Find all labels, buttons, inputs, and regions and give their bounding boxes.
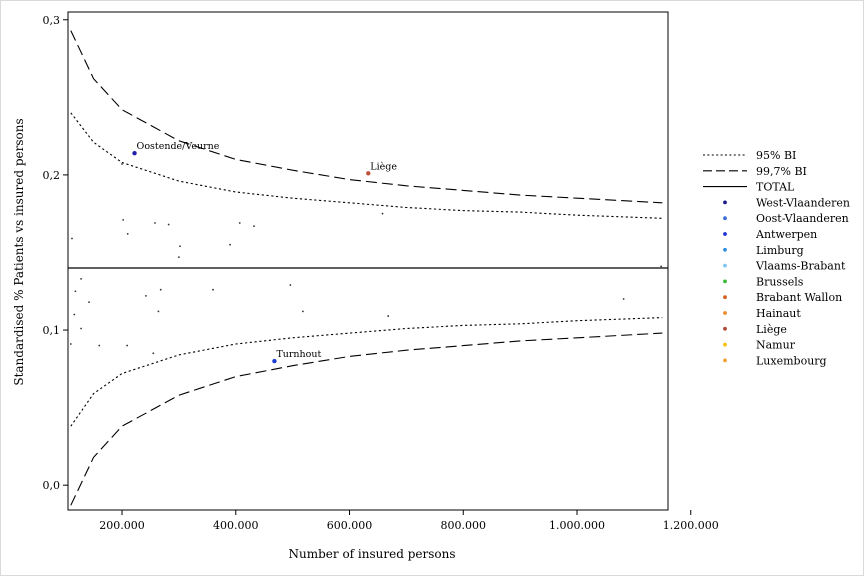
legend-marker: [723, 311, 727, 315]
x-tick-label: 1.000.000: [549, 519, 605, 532]
x-axis: 200.000 400.000 600.000 800.000 1.000.000 1.2…: [99, 510, 718, 532]
y-tick-label: 0,0: [43, 479, 61, 492]
ci95-lower-line: [71, 318, 663, 427]
data-point: [623, 298, 625, 300]
data-point: [88, 301, 90, 303]
plot-area: [68, 12, 668, 510]
legend-marker: [723, 248, 727, 252]
data-point: [212, 289, 214, 291]
x-tick-label: 600.000: [327, 519, 373, 532]
data-point: [80, 328, 82, 330]
legend-marker: [723, 280, 727, 284]
legend-marker: [723, 232, 727, 236]
data-point: [239, 222, 241, 224]
data-point: [121, 163, 123, 165]
data-point: [178, 256, 180, 258]
legend-marker: [723, 295, 727, 299]
y-axis: 0,0 0,1 0,2 0,3: [43, 14, 69, 492]
legend-label: Brabant Wallon: [756, 291, 842, 304]
legend-marker: [723, 201, 727, 205]
data-point: [387, 315, 389, 317]
data-point: [126, 345, 128, 347]
x-axis-title: Number of insured persons: [289, 547, 456, 561]
legend-marker: [723, 359, 727, 363]
point-label: Oostende/Veurne: [137, 141, 220, 152]
data-point: [73, 314, 75, 316]
data-point: [660, 266, 662, 268]
data-point: [382, 213, 384, 215]
legend-marker: [723, 264, 727, 268]
data-point: [302, 311, 304, 313]
data-point: [154, 222, 156, 224]
data-point: [160, 289, 162, 291]
legend-marker: [723, 343, 727, 347]
data-point: [127, 233, 129, 235]
legend-label: Limburg: [756, 244, 804, 257]
x-tick-label: 1.200.000: [663, 519, 719, 532]
data-point: [74, 290, 76, 292]
data-point: [122, 219, 124, 221]
legend-label: West-Vlaanderen: [756, 196, 850, 209]
data-point: [229, 244, 231, 246]
point-label: Liège: [370, 161, 397, 172]
legend-label: Namur: [756, 339, 796, 352]
legend-label: 95% BI: [756, 149, 796, 162]
legend-label: Luxembourg: [756, 354, 827, 367]
data-point: [71, 238, 73, 240]
legend-label: TOTAL: [756, 181, 795, 194]
x-tick-label: 400.000: [213, 519, 259, 532]
x-tick-label: 800.000: [441, 519, 487, 532]
legend-label: 99,7% BI: [756, 165, 807, 178]
legend: 95% BI 99,7% BI TOTAL West-Vlaanderen Oost-V…: [703, 149, 850, 367]
data-point: [168, 224, 170, 226]
legend-marker: [723, 327, 727, 331]
data-point: [253, 225, 255, 227]
data-point: [152, 352, 154, 354]
data-point: [98, 345, 100, 347]
ci997-upper-line: [71, 31, 663, 203]
legend-label: Hainaut: [756, 307, 801, 320]
legend-label: Antwerpen: [755, 228, 817, 241]
y-tick-label: 0,1: [43, 324, 61, 337]
data-point: [158, 311, 160, 313]
y-tick-label: 0,3: [43, 14, 61, 27]
x-tick-label: 200.000: [99, 519, 145, 532]
y-axis-title: Standardised % Patients vs insured perso…: [12, 118, 26, 385]
legend-marker: [723, 216, 727, 220]
point-labels: Oostende/Veurne Liège Turnhout: [137, 141, 398, 360]
data-point: [145, 295, 147, 297]
legend-label: Oost-Vlaanderen: [756, 212, 849, 225]
y-tick-label: 0,2: [43, 169, 61, 182]
data-point: [289, 284, 291, 286]
legend-label: Brussels: [756, 275, 804, 288]
ci997-lower-line: [71, 333, 663, 505]
ci95-upper-line: [71, 113, 663, 219]
data-point: [80, 278, 82, 280]
data-point: [70, 343, 72, 345]
legend-label: Vlaams-Brabant: [755, 260, 846, 273]
legend-label: Liège: [756, 323, 787, 336]
data-point: [179, 245, 181, 247]
point-label: Turnhout: [276, 349, 321, 360]
